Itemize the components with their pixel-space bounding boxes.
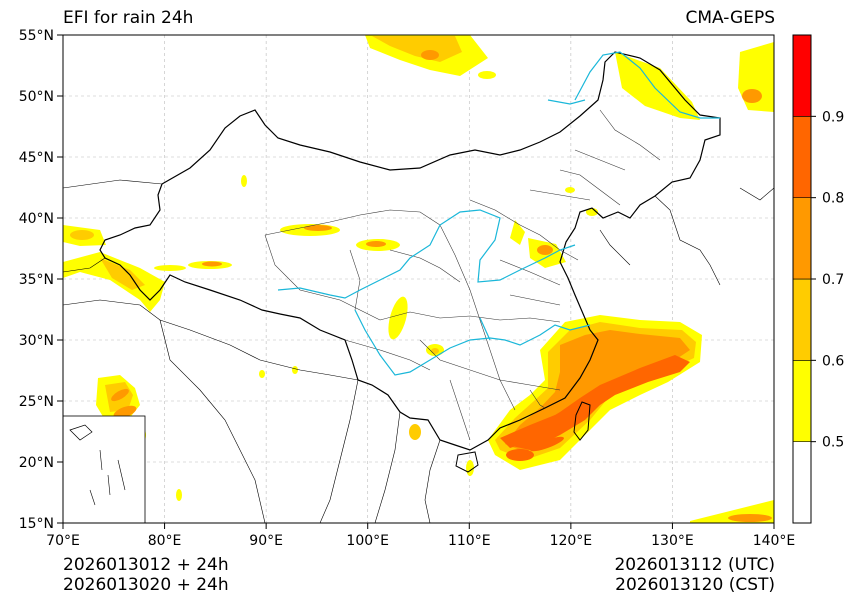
colorbar-segment [792,197,812,280]
colorbar-segment [792,360,812,442]
model-label: CMA-GEPS [685,8,775,28]
map-plot-area [63,35,774,523]
gridlines [63,35,774,523]
south-china-sea-inset [63,415,146,523]
lon-tick-label: 70°E [46,533,80,549]
lat-tick-label: 15°N [19,516,54,532]
lon-tick-label: 120°E [550,533,593,549]
colorbar-tick-label: 0.9 [822,109,844,125]
lon-tick-label: 130°E [651,533,694,549]
lat-tick-label: 25°N [19,394,54,410]
longitude-axis: 70°E 80°E 90°E 100°E 110°E 120°E 130°E 140°E [46,523,795,549]
lat-tick-label: 45°N [19,150,54,166]
china-border [99,51,721,451]
colorbar: 0.5 0.6 0.7 0.8 0.9 [792,34,844,524]
country-borders [63,179,774,523]
colorbar-tick-label: 0.7 [822,272,844,288]
rivers [277,51,720,376]
province-borders [264,109,661,441]
init-time-cst: 2026013020 + 24h [63,575,229,595]
colorbar-segment [792,116,812,198]
efi-shading [63,35,774,523]
colorbar-tick-label: 0.8 [822,191,844,207]
colorbar-segment [792,441,812,524]
valid-time-utc: 2026013112 (UTC) [614,555,775,575]
init-time-utc: 2026013012 + 24h [63,555,229,575]
lat-tick-label: 30°N [19,333,54,349]
colorbar-segment [792,278,812,361]
lon-tick-label: 140°E [753,533,796,549]
lat-tick-label: 50°N [19,89,54,105]
lon-tick-label: 90°E [249,533,283,549]
lat-tick-label: 35°N [19,272,54,288]
init-time-block: 2026013012 + 24h 2026013020 + 24h [63,555,229,595]
colorbar-tick-label: 0.6 [822,353,844,369]
lat-tick-label: 20°N [19,455,54,471]
valid-time-block: 2026013112 (UTC) 2026013120 (CST) [614,555,775,595]
lat-tick-label: 55°N [19,28,54,44]
map-title: EFI for rain 24h [63,8,194,28]
latitude-axis: 15°N 20°N 25°N 30°N 35°N 40°N 45°N 50°N 55°N [19,28,63,532]
lon-tick-label: 80°E [148,533,182,549]
colorbar-segment [792,34,812,117]
lon-tick-label: 100°E [346,533,389,549]
valid-time-cst: 2026013120 (CST) [615,575,775,595]
colorbar-tick-label: 0.5 [822,435,844,451]
lat-tick-label: 40°N [19,211,54,227]
lon-tick-label: 110°E [448,533,491,549]
